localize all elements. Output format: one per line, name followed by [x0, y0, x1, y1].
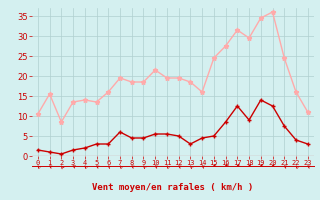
X-axis label: Vent moyen/en rafales ( km/h ): Vent moyen/en rafales ( km/h )	[92, 183, 253, 192]
